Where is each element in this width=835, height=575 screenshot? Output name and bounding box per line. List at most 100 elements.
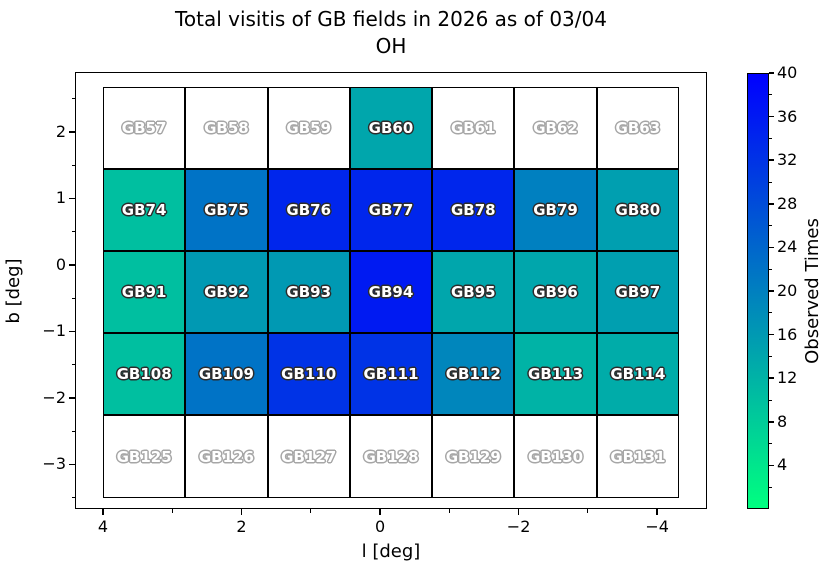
colorbar-tick-label: 8 [777,411,788,431]
heatmap-cell: GB131 [596,415,679,498]
x-tick-label: −2 [506,517,531,536]
y-minor-tick-mark [71,297,75,299]
y-minor-tick-mark [71,98,75,100]
colorbar-tick-label: 4 [777,455,788,475]
y-minor-tick-mark [71,364,75,366]
heatmap-cell: GB80 [596,168,679,252]
colorbar-tick-mark [769,115,774,118]
x-tick-mark [102,509,104,515]
field-label: GB129 [445,447,501,466]
field-label: GB114 [610,365,666,384]
field-label: GB80 [615,200,661,219]
heatmap-cell: GB126 [185,415,268,498]
colorbar-label: Observed Times [802,218,823,364]
heatmap-cell: GB94 [349,251,433,334]
y-minor-tick-mark [71,430,75,432]
colorbar-minor-tick-mark [769,268,772,270]
field-label: GB108 [116,365,172,384]
field-label: GB113 [528,365,584,384]
field-label: GB78 [450,200,496,219]
heatmap-cell: GB129 [432,415,515,498]
field-label: GB57 [121,118,167,137]
heatmap-cell: GB114 [596,333,679,416]
field-label: GB126 [198,447,254,466]
colorbar-tick-label: 24 [777,237,798,257]
field-label: GB79 [533,200,578,219]
y-tick-label: 2 [55,121,66,141]
colorbar-tick-mark [769,421,774,423]
heatmap-cell: GB130 [514,415,597,498]
x-tick-label: −4 [645,517,669,536]
heatmap-cell: GB76 [267,168,350,252]
chart-title-line1: Total visitis of GB fields in 2026 as of… [175,7,607,31]
colorbar [747,73,769,509]
field-label: GB63 [615,118,661,137]
colorbar-minor-tick-mark [769,181,772,183]
heatmap-cell: GB95 [432,251,515,334]
y-tick-label: 1 [55,188,66,208]
field-label: GB74 [121,200,167,219]
y-tick-label: −1 [42,321,66,341]
colorbar-minor-tick-mark [769,137,772,139]
colorbar-minor-tick-mark [769,225,772,227]
field-label: GB91 [121,283,167,302]
field-label: GB59 [286,118,332,137]
y-tick-label: −2 [42,387,66,407]
field-label: GB92 [204,283,249,302]
heatmap-cell: GB79 [514,168,597,252]
y-tick-mark [69,463,75,466]
colorbar-tick-mark [769,464,774,467]
colorbar-tick-label: 20 [777,281,798,300]
colorbar-minor-tick-mark [769,443,772,445]
colorbar-minor-tick-mark [769,94,772,96]
heatmap-cell: GB110 [267,333,350,416]
heatmap-cell: GB127 [267,415,350,498]
chart-title-line2: OH [375,34,407,58]
field-label: GB93 [286,283,332,302]
colorbar-tick-mark [769,290,774,292]
field-label: GB130 [528,447,584,466]
y-tick-label: −3 [42,454,66,474]
colorbar-tick-mark [769,203,774,205]
y-tick-label: 0 [55,254,66,274]
y-minor-tick-mark [71,497,75,499]
colorbar-tick-mark [769,246,774,249]
heatmap-cell: GB109 [185,333,268,416]
field-label: GB131 [610,447,666,466]
colorbar-tick-label: 16 [777,324,798,344]
field-label: GB112 [445,365,501,384]
y-tick-mark [69,131,75,133]
field-label: GB60 [368,118,414,137]
field-label: GB127 [281,447,337,466]
heatmap-cell: GB58 [185,86,268,169]
heatmap-cell: GB78 [432,168,515,252]
x-minor-tick-mark [171,509,173,513]
x-minor-tick-mark [448,509,450,513]
heatmap-cell: GB92 [185,251,268,334]
colorbar-tick-mark [769,333,774,336]
colorbar-tick-label: 40 [777,63,798,82]
colorbar-tick-mark [769,159,774,161]
colorbar-minor-tick-mark [769,486,772,488]
field-label: GB94 [368,283,414,302]
colorbar-tick-mark [769,377,774,379]
colorbar-tick-label: 12 [777,368,798,388]
x-tick-mark [379,509,381,515]
heatmap-cell: GB112 [432,333,515,416]
x-tick-label: 2 [236,517,247,536]
colorbar-tick-mark [769,72,774,74]
field-label: GB61 [450,118,496,137]
heatmap-cell: GB60 [349,86,433,169]
colorbar-minor-tick-mark [769,312,772,314]
heatmap-cell: GB77 [349,168,433,252]
field-label: GB95 [450,283,496,302]
heatmap-cell: GB59 [267,86,350,169]
heatmap-cell: GB96 [514,251,597,334]
heatmap-cell: GB74 [102,168,186,252]
x-minor-tick-mark [310,509,312,513]
heatmap-cell: GB111 [349,333,433,416]
field-label: GB97 [615,283,661,302]
heatmap-cell: GB97 [596,251,679,334]
heatmap-cell: GB61 [432,86,515,169]
